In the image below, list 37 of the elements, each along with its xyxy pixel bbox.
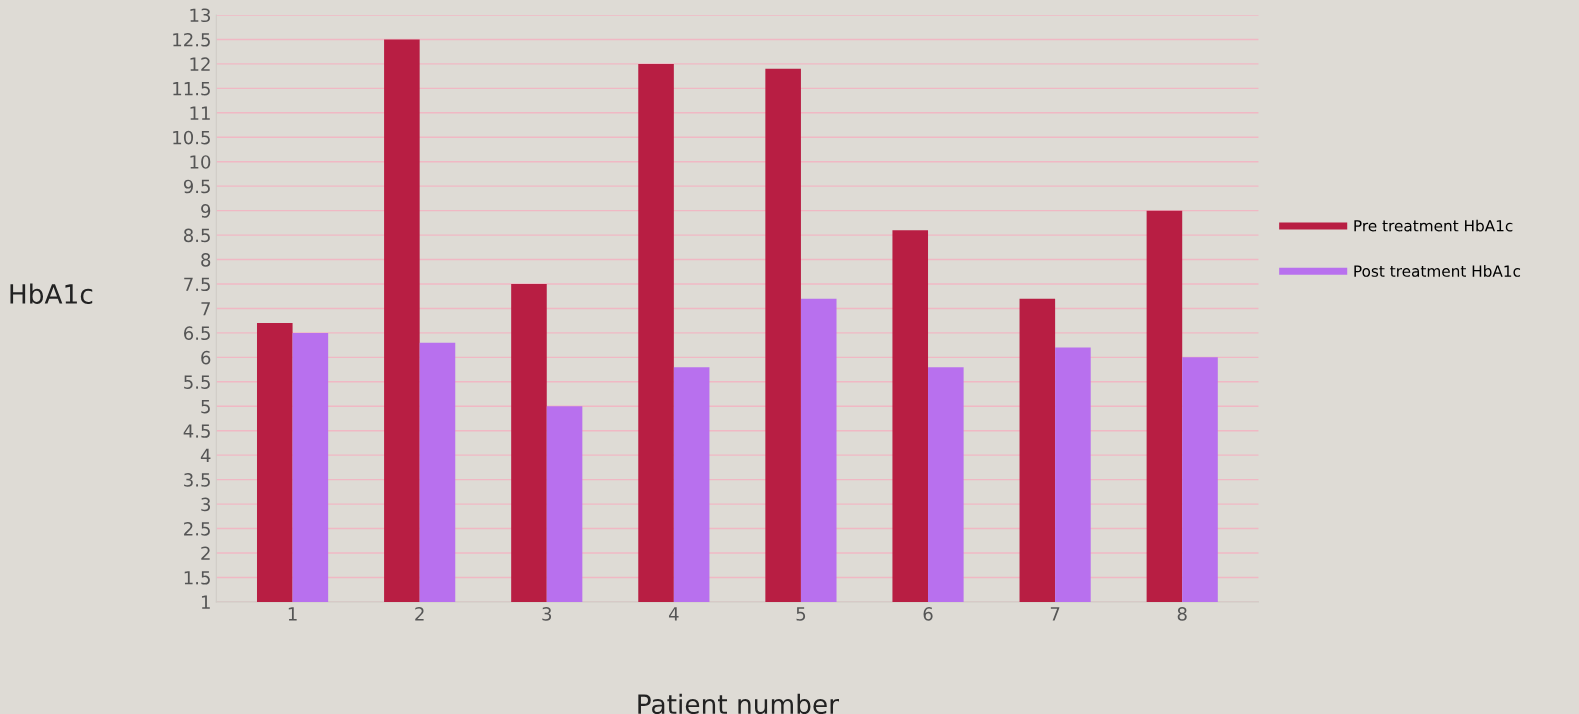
y-tick-label: 4	[200, 448, 211, 463]
y-tick-label: 4.5	[183, 424, 210, 438]
y-tick-label: 2.5	[184, 522, 210, 536]
x-tick-label: 5	[796, 607, 806, 621]
y-tick-label: 9.5	[183, 179, 210, 194]
x-tick-label: 6	[923, 607, 933, 621]
y-tick-label: 12	[190, 57, 210, 71]
x-axis-title: Patient number	[638, 693, 840, 714]
y-tick-label: 10	[190, 155, 211, 169]
x-tick-label: 1	[288, 607, 297, 621]
x-tick-label: 2	[415, 607, 424, 621]
y-tick-label: 8	[201, 253, 211, 267]
y-tick-label: 6	[201, 350, 211, 365]
y-tick-label: 13	[190, 8, 211, 23]
y-tick-label: 11.5	[173, 82, 210, 96]
y-tick-label: 1.5	[184, 571, 210, 585]
y-tick-label: 3	[201, 497, 211, 512]
x-tick-label: 3	[542, 607, 552, 621]
y-tick-label: 11	[190, 106, 210, 120]
y-tick-label: 8.5	[183, 228, 210, 243]
y-tick-label: 3.5	[184, 473, 210, 487]
legend-label: Pre treatment HbA1c	[1354, 219, 1513, 232]
y-tick-label: 10.5	[173, 130, 210, 145]
x-tick-label: 8	[1177, 607, 1187, 621]
y-tick-label: 1	[201, 595, 210, 609]
y-tick-label: 2	[201, 546, 210, 560]
x-tick-label: 7	[1050, 607, 1060, 621]
y-tick-label: 7	[201, 302, 210, 316]
y-tick-label: 7.5	[184, 277, 210, 292]
y-tick-label: 6.5	[184, 326, 210, 341]
y-tick-label: 5	[201, 399, 210, 414]
y-tick-label: 9	[201, 204, 211, 218]
y-tick-label: 12.5	[173, 32, 210, 47]
y-axis-title: HbA1c	[10, 283, 93, 304]
legend-label: Post treatment HbA1c	[1354, 265, 1521, 277]
y-tick-label: 5.5	[184, 375, 210, 389]
x-tick-label: 4	[668, 607, 679, 621]
